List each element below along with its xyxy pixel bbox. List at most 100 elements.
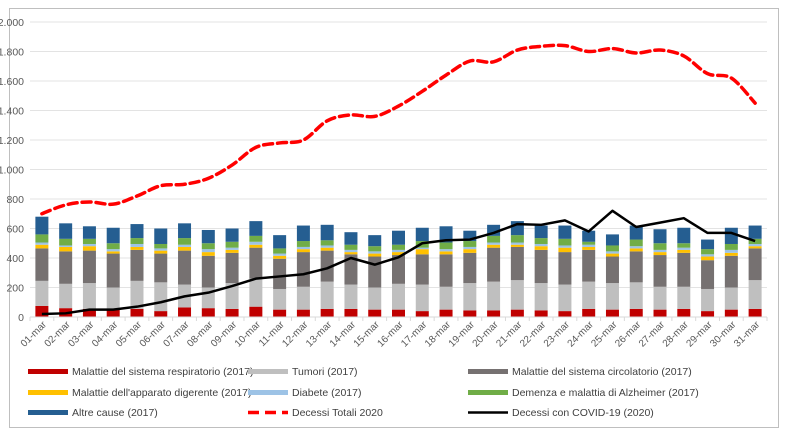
bar-segment bbox=[296, 225, 310, 242]
bar-stack bbox=[273, 235, 287, 317]
bar-segment bbox=[130, 246, 144, 250]
bar-segment bbox=[82, 243, 96, 247]
bar-segment bbox=[392, 255, 405, 284]
bar-segment bbox=[35, 242, 49, 245]
bar-segment bbox=[106, 253, 120, 288]
bar-segment bbox=[439, 249, 453, 252]
bar-segment bbox=[154, 228, 168, 244]
bar-stack bbox=[82, 226, 96, 317]
bar-stack bbox=[439, 226, 453, 317]
legend-label: Altre cause (2017) bbox=[72, 407, 158, 419]
bar-segment bbox=[677, 247, 691, 250]
bar-segment bbox=[59, 238, 73, 246]
legend-label: Diabete (2017) bbox=[292, 387, 361, 399]
bar-segment bbox=[463, 252, 477, 284]
bar-segment bbox=[273, 288, 287, 310]
bar-segment bbox=[201, 252, 215, 256]
bar-segment bbox=[106, 251, 120, 254]
bar-stack bbox=[653, 229, 667, 317]
bar-segment bbox=[106, 287, 120, 309]
legend-item: Diabete (2017) bbox=[248, 387, 361, 399]
bar-segment bbox=[629, 246, 643, 249]
bar-segment bbox=[582, 230, 596, 242]
bar-segment bbox=[487, 281, 501, 311]
bar-segment bbox=[106, 249, 120, 252]
bar-stack bbox=[629, 225, 643, 317]
bar-stack bbox=[178, 223, 192, 317]
bar-segment bbox=[534, 249, 548, 284]
y-tick-label: 1.800 bbox=[0, 47, 24, 59]
bar-segment bbox=[249, 247, 263, 279]
bar-segment bbox=[605, 283, 619, 310]
bar-segment bbox=[178, 238, 192, 245]
line-decessi-totali-2020 bbox=[40, 43, 757, 216]
bar-segment bbox=[487, 224, 501, 236]
bar-segment bbox=[296, 241, 310, 247]
bar-segment bbox=[320, 240, 334, 246]
bar-segment bbox=[344, 252, 358, 255]
bar-segment bbox=[368, 253, 382, 257]
bar-segment bbox=[59, 251, 73, 284]
bar-segment bbox=[225, 252, 239, 284]
bar-segment bbox=[35, 280, 49, 306]
bar-segment bbox=[273, 235, 287, 249]
bar-segment bbox=[106, 243, 120, 250]
bar-segment bbox=[605, 245, 619, 252]
y-axis: 0 200 400 600 800 1.000 1.200 1.400 1.600 1.800 2.… bbox=[0, 17, 24, 324]
bar-stack bbox=[392, 230, 405, 317]
bar-segment bbox=[59, 246, 73, 252]
line-decessi-covid-2020 bbox=[41, 209, 756, 316]
bar-segment bbox=[748, 248, 762, 281]
bar-segment bbox=[154, 243, 168, 249]
bar-segment bbox=[701, 239, 715, 250]
bar-segment bbox=[368, 251, 382, 254]
bar-segment bbox=[605, 253, 619, 257]
bar-segment bbox=[344, 232, 358, 245]
bar-segment bbox=[415, 254, 429, 285]
bar-segment bbox=[748, 238, 762, 244]
bar-segment bbox=[677, 308, 691, 317]
y-tick-label: 800 bbox=[6, 194, 24, 206]
bar-stack bbox=[558, 225, 572, 317]
bar-segment bbox=[82, 308, 96, 317]
legend-swatch bbox=[248, 390, 288, 395]
bar-segment bbox=[724, 249, 738, 253]
bar-segment bbox=[653, 286, 667, 310]
x-axis: 01-mar02-mar03-mar04-mar05-mar06-mar07-m… bbox=[19, 316, 768, 350]
bar-segment bbox=[296, 246, 310, 250]
bar-segment bbox=[82, 250, 96, 284]
bar-segment bbox=[154, 250, 168, 254]
bar-segment bbox=[320, 281, 334, 309]
legend-item: Decessi con COVID-19 (2020) bbox=[468, 407, 654, 419]
bar-segment bbox=[106, 308, 120, 317]
bar-segment bbox=[225, 283, 239, 309]
x-tick-label: 31-mar bbox=[732, 319, 763, 350]
bar-segment bbox=[582, 244, 596, 247]
bar-segment bbox=[82, 246, 96, 251]
bar-stack bbox=[225, 228, 239, 317]
bar-segment bbox=[558, 284, 572, 312]
bar-segment bbox=[487, 244, 501, 248]
bar-stack bbox=[368, 235, 382, 317]
bar-stack bbox=[130, 224, 144, 317]
bar-segment bbox=[201, 308, 215, 317]
bar-segment bbox=[439, 254, 453, 287]
bar-segment bbox=[653, 243, 667, 250]
bar-segment bbox=[558, 247, 572, 253]
bar-segment bbox=[701, 260, 715, 289]
bar-segment bbox=[35, 305, 49, 317]
bar-segment bbox=[368, 256, 382, 288]
bar-segment bbox=[35, 244, 49, 249]
bar-segment bbox=[558, 225, 572, 239]
y-tick-label: 2.000 bbox=[0, 17, 24, 29]
bar-stack bbox=[320, 224, 334, 317]
bar-segment bbox=[510, 244, 524, 247]
bar-segment bbox=[106, 227, 120, 244]
bar-segment bbox=[392, 249, 405, 253]
bar-stack bbox=[582, 230, 596, 317]
bar-segment bbox=[130, 224, 144, 239]
legend-label: Decessi con COVID-19 (2020) bbox=[512, 407, 654, 419]
bar-segment bbox=[368, 309, 382, 317]
bar-segment bbox=[629, 282, 643, 309]
bar-segment bbox=[463, 310, 477, 317]
